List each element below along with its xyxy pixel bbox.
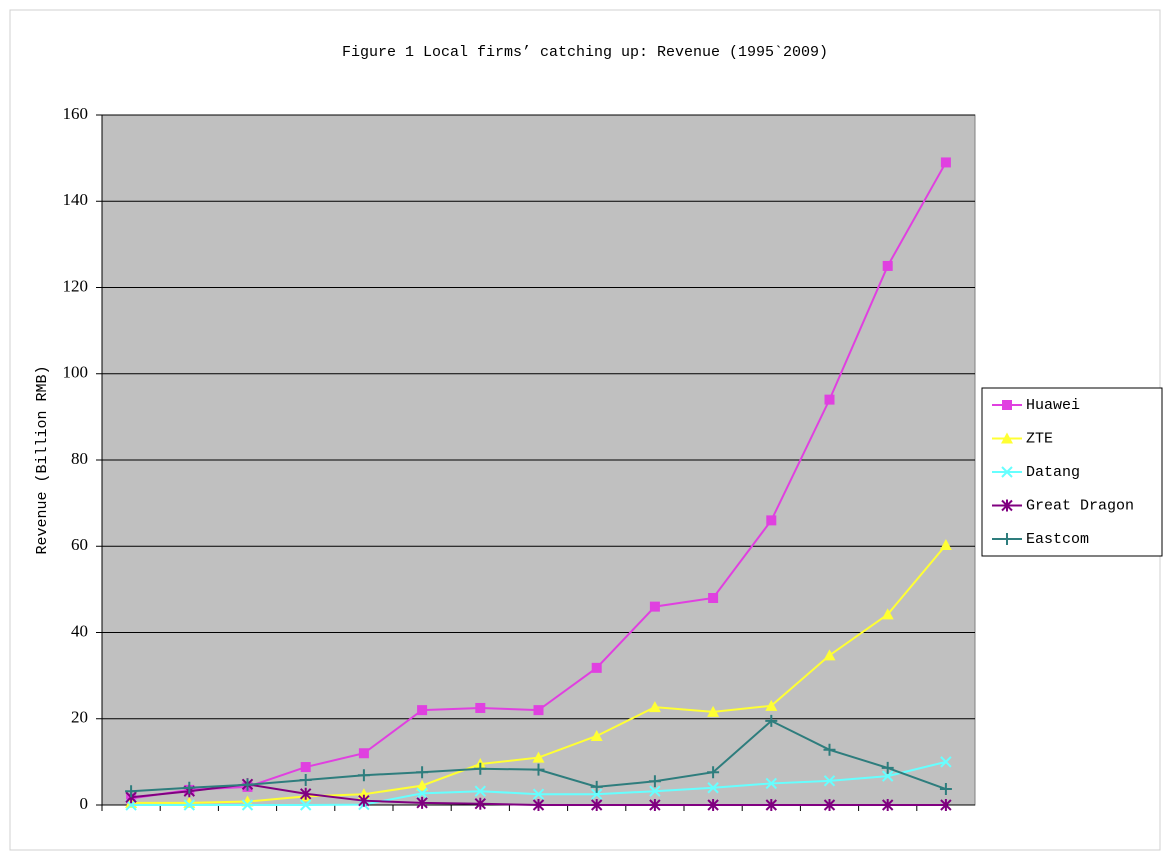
y-tick-label: 80 bbox=[71, 449, 88, 468]
marker bbox=[765, 777, 778, 790]
marker bbox=[823, 799, 836, 811]
marker bbox=[241, 795, 254, 807]
marker bbox=[649, 799, 661, 811]
marker bbox=[707, 766, 720, 779]
marker bbox=[765, 714, 778, 727]
marker bbox=[532, 763, 545, 776]
y-axis-label: Revenue (Billion RMB) bbox=[34, 365, 51, 554]
marker bbox=[357, 769, 370, 782]
marker bbox=[881, 761, 894, 774]
marker bbox=[590, 788, 603, 800]
marker bbox=[533, 705, 544, 716]
marker bbox=[824, 394, 835, 405]
marker bbox=[939, 538, 952, 550]
marker bbox=[882, 260, 893, 271]
marker bbox=[590, 730, 603, 741]
y-tick-label: 40 bbox=[71, 621, 88, 640]
marker bbox=[532, 751, 545, 763]
marker bbox=[939, 783, 952, 796]
marker bbox=[300, 762, 311, 773]
chart-title: Figure 1 Local firms’ catching up: Reven… bbox=[342, 44, 828, 61]
marker bbox=[823, 743, 836, 756]
legend-label: Eastcom bbox=[1026, 531, 1089, 548]
marker bbox=[416, 796, 428, 809]
marker bbox=[183, 799, 196, 811]
marker bbox=[708, 593, 719, 603]
y-tick-label: 0 bbox=[80, 794, 89, 813]
marker bbox=[474, 785, 487, 797]
marker bbox=[1001, 432, 1013, 444]
marker bbox=[823, 649, 836, 661]
y-tick-label: 160 bbox=[63, 104, 89, 123]
marker bbox=[707, 705, 720, 717]
legend-label: Datang bbox=[1026, 464, 1080, 481]
marker bbox=[648, 701, 661, 713]
marker bbox=[475, 702, 486, 713]
marker bbox=[590, 780, 603, 793]
marker bbox=[591, 662, 602, 673]
marker bbox=[940, 756, 952, 768]
marker bbox=[417, 705, 428, 716]
marker bbox=[1001, 533, 1013, 545]
marker bbox=[474, 797, 487, 810]
marker bbox=[940, 157, 951, 168]
marker bbox=[648, 775, 661, 788]
marker bbox=[416, 779, 429, 791]
marker bbox=[358, 748, 369, 759]
marker bbox=[125, 785, 138, 798]
marker bbox=[766, 515, 777, 526]
marker bbox=[358, 794, 370, 807]
marker bbox=[241, 778, 254, 791]
marker bbox=[299, 787, 312, 800]
y-tick-label: 100 bbox=[63, 363, 89, 382]
marker bbox=[532, 788, 545, 800]
marker bbox=[1001, 466, 1013, 478]
marker bbox=[532, 799, 545, 811]
marker bbox=[881, 770, 894, 782]
marker bbox=[823, 775, 836, 787]
marker bbox=[707, 782, 719, 794]
marker bbox=[474, 762, 487, 775]
marker bbox=[649, 601, 660, 612]
marker bbox=[416, 766, 429, 779]
legend-label: Huawei bbox=[1026, 397, 1080, 414]
y-tick-label: 20 bbox=[71, 708, 88, 727]
marker bbox=[765, 699, 778, 711]
marker bbox=[707, 799, 719, 811]
marker bbox=[765, 799, 778, 811]
legend-label: Great Dragon bbox=[1026, 497, 1134, 514]
marker bbox=[649, 785, 661, 797]
y-tick-label: 140 bbox=[63, 190, 89, 209]
marker bbox=[416, 787, 428, 800]
marker bbox=[299, 773, 312, 786]
marker bbox=[1001, 499, 1013, 512]
marker bbox=[299, 799, 312, 811]
marker bbox=[881, 799, 894, 811]
y-tick-label: 60 bbox=[71, 535, 88, 554]
marker bbox=[183, 781, 196, 794]
marker bbox=[940, 799, 952, 811]
marker bbox=[241, 799, 254, 811]
marker bbox=[1002, 400, 1012, 410]
marker bbox=[590, 799, 603, 811]
y-tick-label: 120 bbox=[63, 276, 89, 295]
legend-label: ZTE bbox=[1026, 430, 1053, 447]
marker bbox=[881, 608, 894, 620]
